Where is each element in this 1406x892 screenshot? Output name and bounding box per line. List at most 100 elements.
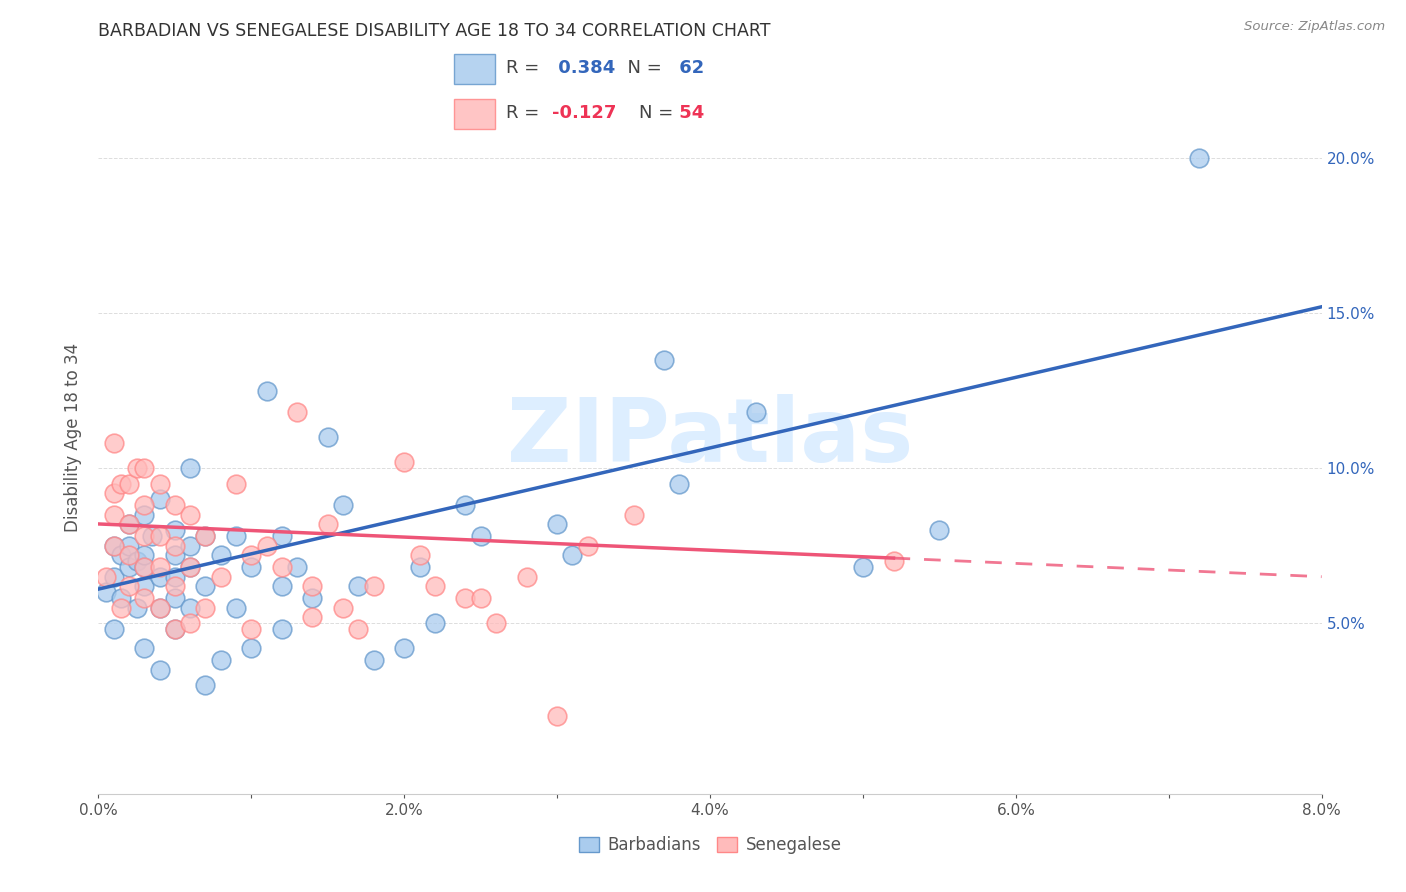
Point [240,560,263,574]
Point [103,436,125,450]
Point [668,476,690,491]
Point [179,508,201,522]
Point [134,529,156,543]
Point [301,591,323,606]
Point [118,579,141,593]
Point [110,600,132,615]
Point [179,539,201,553]
Point [103,539,125,553]
Y-axis label: Disability Age 18 to 34: Disability Age 18 to 34 [65,343,83,532]
Point [316,430,339,444]
Point [256,539,278,553]
Point [363,579,385,593]
Point [103,508,125,522]
Point [163,623,186,637]
Point [125,461,148,475]
Point [118,476,141,491]
Point [454,591,477,606]
Text: 0.384: 0.384 [553,60,616,78]
Point [118,548,141,562]
Point [225,529,247,543]
Text: N =: N = [638,104,673,122]
Point [623,508,645,522]
Point [94,570,117,584]
Point [163,570,186,584]
Point [163,499,186,513]
Point [134,579,156,593]
Point [149,476,172,491]
Point [209,653,232,667]
Point [134,508,156,522]
Point [94,585,117,599]
Point [118,539,141,553]
Point [256,384,278,398]
Point [240,623,263,637]
Point [118,560,141,574]
Point [408,548,430,562]
Text: N =: N = [616,60,662,78]
Point [134,499,156,513]
Text: ZIPatlas: ZIPatlas [508,393,912,481]
Point [363,653,385,667]
Point [470,529,492,543]
Point [928,523,950,537]
Point [194,600,217,615]
Point [316,516,339,531]
Point [149,600,172,615]
Point [125,554,148,568]
Point [209,548,232,562]
Text: BARBADIAN VS SENEGALESE DISABILITY AGE 18 TO 34 CORRELATION CHART: BARBADIAN VS SENEGALESE DISABILITY AGE 1… [98,22,770,40]
Point [163,523,186,537]
Point [134,560,156,574]
Point [392,641,416,656]
Point [408,560,430,574]
Point [652,352,675,367]
Point [179,616,201,631]
Point [149,492,172,507]
Point [470,591,492,606]
Point [852,560,875,574]
Point [110,591,132,606]
Text: 54: 54 [673,104,704,122]
Text: -0.127: -0.127 [553,104,617,122]
Point [240,548,263,562]
Point [285,560,308,574]
Point [163,591,186,606]
Point [347,623,370,637]
Point [301,610,323,624]
Point [103,570,125,584]
Point [270,579,294,593]
Point [270,560,294,574]
Point [194,529,217,543]
Point [332,600,354,615]
Point [240,641,263,656]
Point [103,539,125,553]
Point [270,623,294,637]
Point [149,560,172,574]
Text: R =: R = [506,104,540,122]
Point [134,591,156,606]
Point [516,570,538,584]
Point [561,548,583,562]
Point [134,548,156,562]
Point [141,529,163,543]
Point [149,663,172,677]
Text: Source: ZipAtlas.com: Source: ZipAtlas.com [1244,20,1385,33]
Point [576,539,599,553]
Point [179,560,201,574]
Point [392,455,416,469]
Text: 62: 62 [673,60,704,78]
Point [134,641,156,656]
Point [103,623,125,637]
Point [285,405,308,419]
Point [110,548,132,562]
Point [134,560,156,574]
Point [301,579,323,593]
Point [423,579,446,593]
Point [134,461,156,475]
Point [103,486,125,500]
Point [332,499,354,513]
Point [546,709,568,723]
Point [423,616,446,631]
Point [270,529,294,543]
